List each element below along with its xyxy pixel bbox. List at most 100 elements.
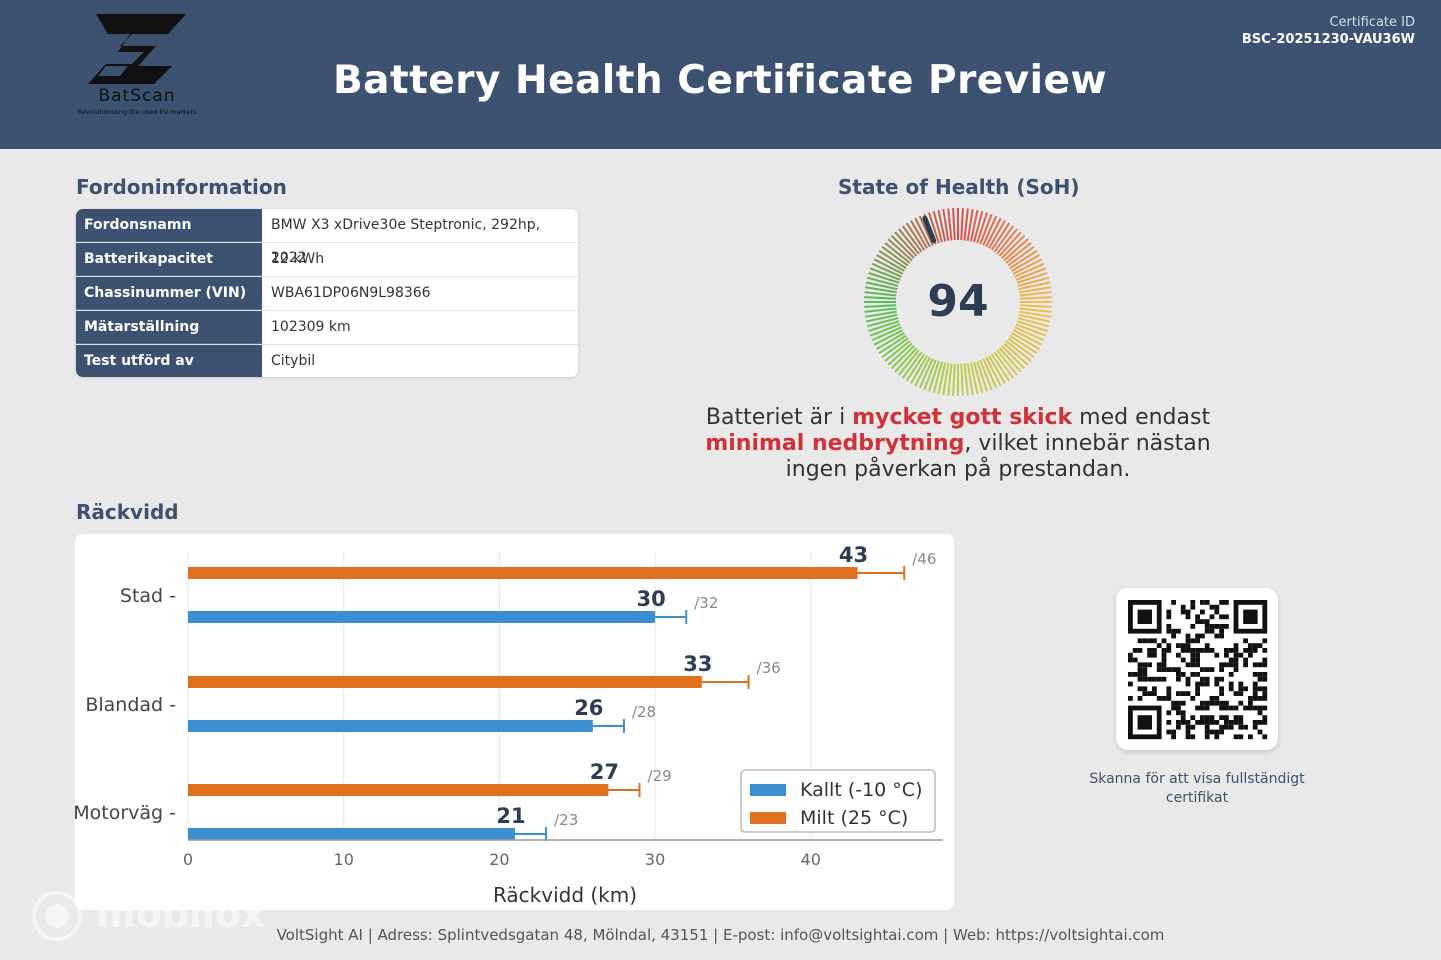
gauge-tick	[963, 363, 969, 396]
qr-module	[1142, 691, 1148, 696]
qr-module	[1214, 729, 1220, 735]
qr-module	[1137, 638, 1143, 644]
range-title: Räckvidd	[76, 500, 179, 524]
qr-module	[1166, 696, 1172, 701]
qr-module	[1252, 691, 1258, 696]
gauge-tick	[973, 210, 984, 243]
qr-module	[1204, 648, 1210, 653]
qr-module	[1252, 672, 1258, 677]
qr-module	[1228, 681, 1234, 687]
info-row-odometer: Mätarställning 102309 km	[76, 311, 578, 345]
qr-module	[1132, 657, 1138, 663]
gauge-tick	[1011, 254, 1040, 272]
qr-module	[1152, 638, 1157, 644]
qr-module	[1243, 657, 1248, 663]
qr-card[interactable]	[1116, 588, 1278, 750]
qr-module	[1195, 648, 1200, 653]
qr-module	[1233, 691, 1239, 696]
qr-module	[1195, 638, 1200, 644]
qr-module	[1200, 705, 1205, 711]
qr-module	[1262, 657, 1268, 663]
qr-module	[1219, 662, 1224, 668]
gauge-tick	[1019, 310, 1051, 318]
qr-code-icon[interactable]	[1116, 588, 1278, 750]
qr-module	[1128, 681, 1133, 687]
qr-module	[1180, 609, 1186, 615]
bar-value-label: 43	[839, 543, 868, 567]
qr-finder	[1137, 715, 1152, 730]
qr-module	[1171, 705, 1176, 711]
qr-module	[1219, 667, 1224, 672]
bar-max-label: /36	[757, 659, 781, 677]
watermark-logo-icon	[32, 891, 82, 941]
qr-module	[1219, 691, 1224, 696]
qr-module	[1128, 657, 1133, 663]
x-tick-label: 20	[489, 850, 509, 869]
qr-module	[1180, 604, 1186, 610]
qr-module	[1171, 667, 1176, 672]
bar-value-label: 30	[636, 587, 665, 611]
qr-module	[1224, 720, 1229, 725]
qr-module	[1214, 700, 1220, 706]
qr-module	[1224, 648, 1229, 653]
gauge-tick	[1012, 329, 1043, 346]
qr-module	[1243, 648, 1248, 653]
qr-module	[1224, 624, 1229, 629]
qr-module	[1180, 710, 1186, 716]
qr-module	[1257, 686, 1263, 692]
qr-module	[1180, 643, 1186, 648]
qr-module	[1171, 734, 1176, 740]
x-tick-label: 40	[801, 850, 821, 869]
qr-module	[1137, 672, 1143, 677]
qr-module	[1176, 724, 1181, 730]
qr-module	[1142, 667, 1148, 672]
gauge-center	[900, 244, 1016, 360]
range-bar	[188, 567, 858, 579]
gauge-tick	[1015, 267, 1047, 281]
qr-module	[1152, 676, 1157, 682]
qr-module	[1190, 672, 1196, 677]
qr-module	[1204, 720, 1210, 725]
qr-module	[1219, 700, 1224, 706]
qr-module	[1257, 662, 1263, 668]
qr-module	[1248, 705, 1253, 711]
gauge-tick	[1018, 313, 1051, 323]
gauge-tick	[979, 213, 993, 245]
gauge-tick	[878, 249, 907, 270]
gauge-tick	[918, 215, 934, 246]
qr-module	[1219, 676, 1224, 682]
qr-module	[1252, 681, 1258, 687]
qr-module	[1161, 667, 1167, 672]
qr-module	[1147, 652, 1152, 658]
qr-module	[1128, 696, 1133, 701]
gauge-tick	[1009, 334, 1038, 355]
gauge-tick	[1019, 304, 1052, 308]
qr-module	[1262, 705, 1268, 711]
qr-module	[1233, 715, 1239, 720]
qr-module	[1171, 729, 1176, 735]
qr-module	[1180, 657, 1186, 663]
qr-module	[1166, 624, 1172, 629]
qr-module	[1190, 604, 1196, 610]
qr-module	[1166, 720, 1172, 725]
qr-module	[1233, 657, 1239, 663]
gauge-tick	[1014, 326, 1045, 342]
qr-module	[1243, 724, 1248, 730]
gauge-tick	[1014, 262, 1045, 278]
qr-module	[1233, 652, 1239, 658]
qr-module	[1219, 686, 1224, 692]
qr-module	[1219, 705, 1224, 711]
qr-module	[1152, 691, 1157, 696]
qr-module	[1190, 657, 1196, 663]
gauge-tick	[873, 329, 904, 346]
gauge-tick	[1019, 291, 1052, 297]
qr-module	[1252, 724, 1258, 730]
qr-module	[1224, 614, 1229, 620]
gauge-tick	[865, 313, 898, 323]
x-tick-label: 30	[645, 850, 665, 869]
gauge-tick	[976, 360, 988, 392]
footer: VoltSight AI | Adress: Splintvedsgatan 4…	[276, 926, 1165, 944]
qr-module	[1147, 691, 1152, 696]
gauge-tick	[996, 349, 1018, 376]
qr-module	[1185, 614, 1191, 620]
